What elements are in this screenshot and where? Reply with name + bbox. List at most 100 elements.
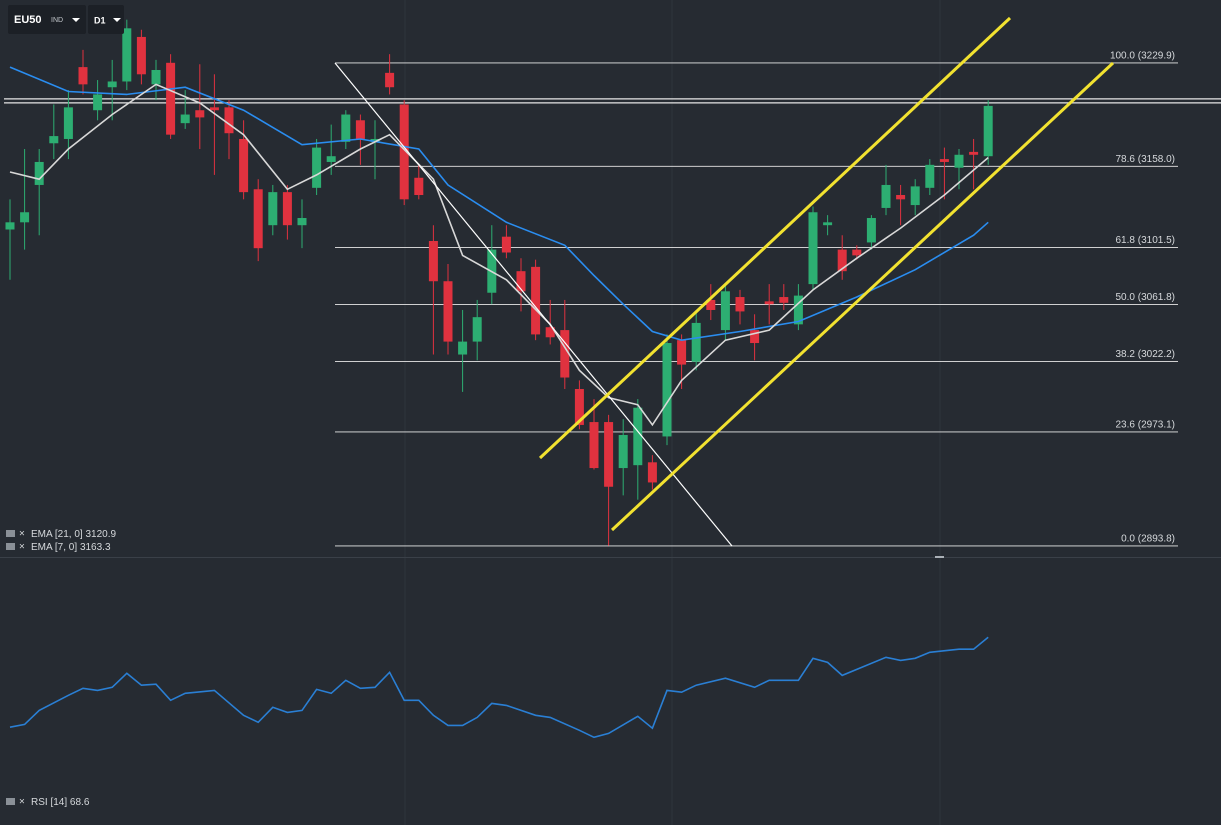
legend-name: EMA	[31, 529, 53, 540]
candle-body	[647, 462, 657, 483]
rsi-line	[9, 636, 989, 739]
candle-body	[866, 218, 876, 243]
candle-body	[516, 271, 526, 292]
legend-entry: × RSI [14] 68.6	[6, 797, 90, 808]
candle-body	[224, 107, 234, 134]
candle-body	[939, 159, 949, 162]
candle-body	[604, 422, 614, 487]
ema-line	[9, 83, 989, 427]
candle-body	[239, 138, 249, 193]
indicator-legend: EMA [7, 0] 3163.3	[31, 542, 111, 553]
legend-close: ×	[19, 797, 25, 808]
channel-lower	[610, 61, 1115, 532]
candle-body	[750, 330, 760, 344]
timeframe: D1	[94, 15, 106, 25]
candle-body	[808, 212, 818, 285]
candle-body	[166, 62, 176, 135]
candle-body	[764, 301, 774, 305]
candle-body	[531, 266, 541, 335]
legend-value: 68.6	[70, 797, 90, 808]
legend-close: ×	[19, 529, 25, 540]
candle-body	[253, 189, 263, 249]
candle-body	[983, 105, 993, 157]
symbol-selector[interactable]	[8, 5, 86, 34]
candle-body	[136, 36, 146, 75]
dropdown-arrow	[72, 18, 80, 22]
candle-body	[5, 222, 15, 230]
candle-body	[910, 186, 920, 206]
candle-body	[341, 114, 351, 142]
candle-body	[852, 249, 862, 256]
legend-name: RSI	[31, 797, 48, 808]
candle-body	[385, 72, 395, 88]
indicator-legend: EMA [21, 0] 3120.9	[31, 529, 117, 540]
candle-body	[20, 212, 30, 223]
candle-body	[122, 28, 132, 82]
candle-body	[691, 322, 701, 362]
candle-body	[589, 422, 599, 469]
candle-body	[78, 67, 88, 85]
candle-body	[34, 161, 44, 185]
candle-body	[443, 281, 453, 342]
timeframe-selector[interactable]	[88, 5, 124, 34]
candle-body	[677, 340, 687, 365]
candle-body	[63, 107, 73, 139]
candle-body	[195, 110, 205, 118]
legend-entry: × EMA [21, 0] 3120.9	[6, 529, 117, 540]
candle-body	[954, 154, 964, 168]
symbol-kind: IND	[51, 17, 63, 24]
candle-body	[326, 156, 336, 162]
candle-body	[720, 291, 730, 331]
legend-icon	[6, 543, 15, 550]
channel-upper	[538, 16, 1012, 460]
candle-body	[414, 177, 424, 196]
indicator-legend: RSI [14] 68.6	[31, 797, 90, 808]
candle-body	[706, 299, 716, 310]
candle-body	[735, 297, 745, 312]
legend-value: 3163.3	[80, 542, 111, 553]
candle-body	[925, 164, 935, 188]
legend-params: [14]	[50, 797, 67, 808]
candle-body	[896, 195, 906, 200]
ema-line	[9, 66, 989, 342]
candle-body	[823, 222, 833, 226]
candle-body	[969, 151, 979, 155]
candle-body	[107, 81, 117, 88]
candle-body	[282, 192, 292, 226]
candle-body	[49, 136, 59, 144]
candle-body	[268, 192, 278, 226]
candle-body	[545, 327, 555, 338]
candle-body	[501, 236, 511, 253]
candle-body	[458, 341, 468, 355]
fib-label: 38.2 (3022.2)	[1116, 349, 1176, 360]
legend-params: [7, 0]	[55, 542, 77, 553]
candle-body	[297, 218, 307, 226]
legend-name: EMA	[31, 542, 53, 553]
fib-label: 23.6 (2973.1)	[1116, 420, 1176, 431]
symbol: EU50	[14, 14, 42, 26]
legend-icon	[6, 530, 15, 537]
fib-label: 61.8 (3101.5)	[1116, 235, 1176, 246]
candle-body	[779, 297, 789, 303]
candle-body	[793, 295, 803, 325]
legend-entry: × EMA [7, 0] 3163.3	[6, 542, 111, 553]
legend-icon	[6, 798, 15, 805]
candle-body	[151, 69, 161, 85]
candle-body	[618, 435, 628, 469]
legend-params: [21, 0]	[55, 529, 83, 540]
candle-body	[574, 389, 584, 425]
candle-body	[837, 249, 847, 272]
dropdown-arrow	[113, 18, 121, 22]
candle-body	[180, 114, 190, 124]
pane-handle[interactable]	[935, 556, 944, 558]
legend-value: 3120.9	[86, 529, 117, 540]
candle-body	[633, 407, 643, 466]
fib-label: 78.6 (3158.0)	[1116, 154, 1176, 165]
fib-label: 100.0 (3229.9)	[1110, 51, 1175, 62]
candle-body	[312, 147, 322, 188]
candle-body	[881, 184, 891, 208]
trend-line	[334, 62, 733, 547]
candle-body	[560, 330, 570, 378]
